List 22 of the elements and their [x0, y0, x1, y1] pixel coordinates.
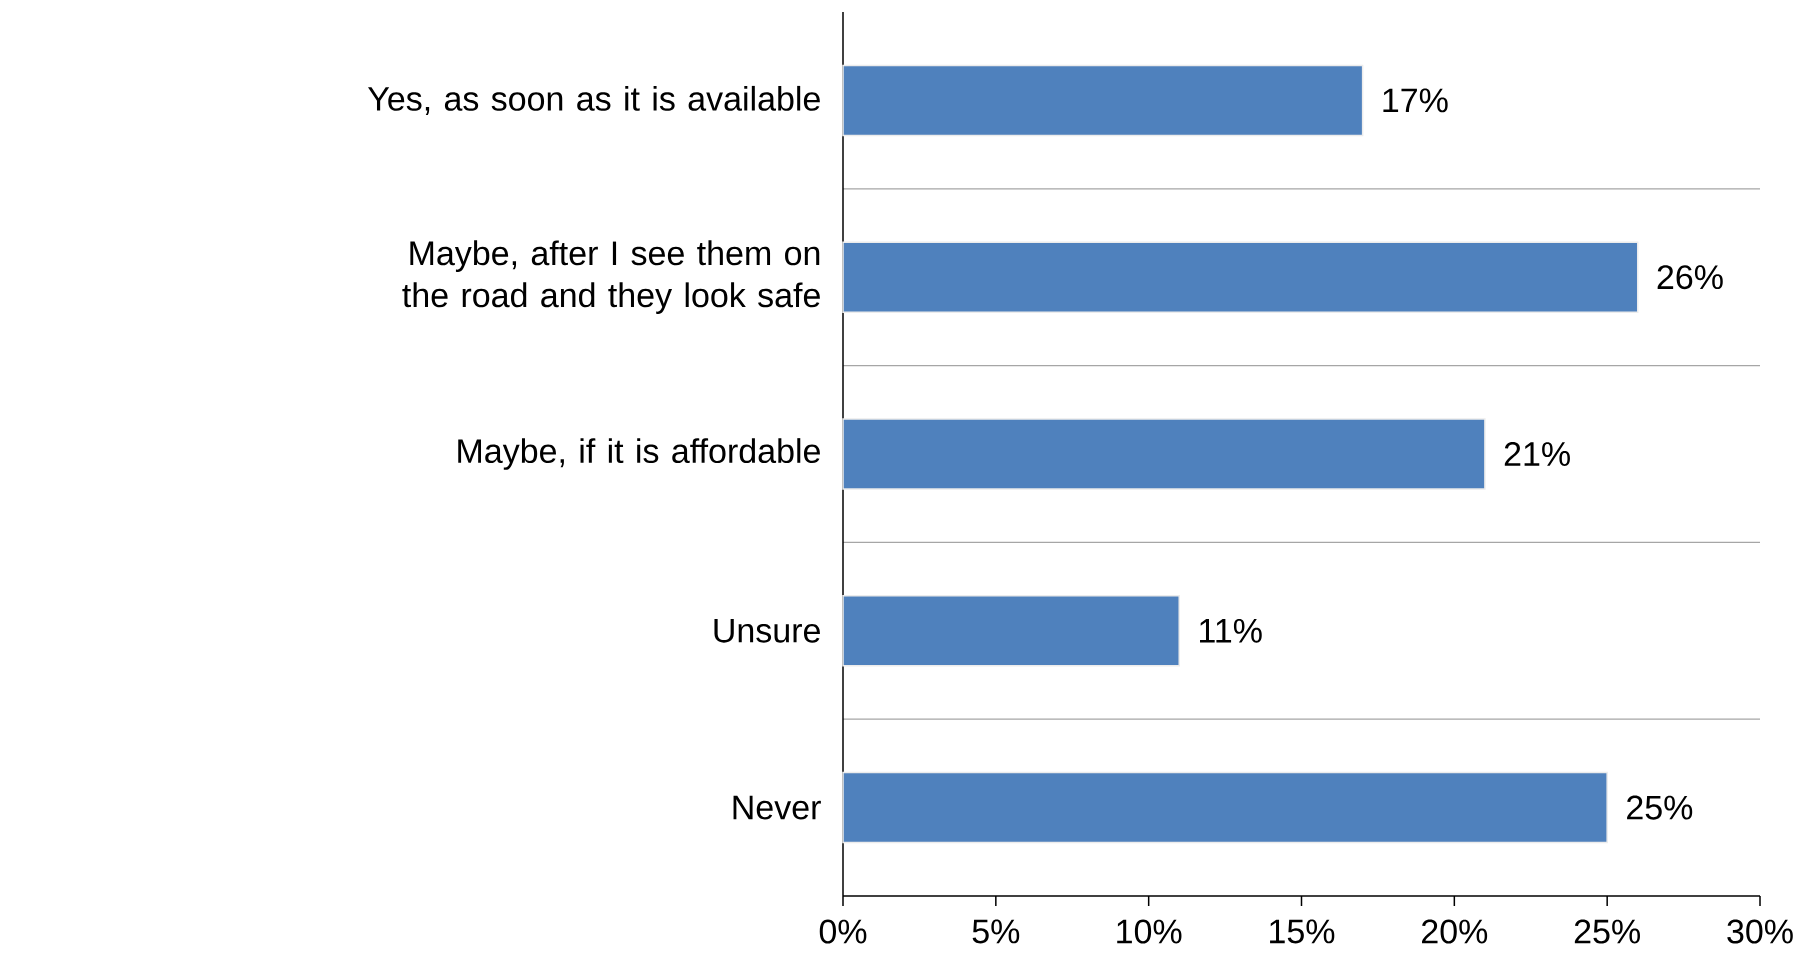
- data-label: 26%: [1657, 265, 1723, 290]
- data-label: 21%: [1504, 442, 1570, 466]
- y-tick-label: Maybe, if it is affordable: [458, 438, 820, 470]
- y-tick-label: Never: [733, 795, 821, 820]
- y-tick-label: Yes, as soon as it is available: [368, 85, 820, 115]
- bar: [842, 64, 1364, 137]
- bar: [842, 241, 1639, 313]
- bar: [842, 595, 1180, 667]
- x-tick-label: 20%: [1422, 919, 1488, 944]
- y-tick-label: Maybe, after I see them on the road and they look safe: [402, 240, 820, 315]
- x-tick-label: 5%: [972, 919, 1020, 944]
- data-label: 25%: [1627, 795, 1693, 820]
- x-tick-label: 15%: [1270, 919, 1335, 944]
- x-tick-label: 10%: [1117, 919, 1182, 944]
- x-tick-label: 25%: [1574, 919, 1640, 944]
- bar: [842, 771, 1608, 844]
- data-label: 11%: [1200, 618, 1262, 643]
- data-label: 17%: [1383, 88, 1448, 113]
- x-tick-label: 30%: [1727, 919, 1793, 944]
- y-tick-label: Unsure: [714, 618, 820, 643]
- x-tick-label: 0%: [819, 919, 867, 944]
- bar: [842, 418, 1486, 490]
